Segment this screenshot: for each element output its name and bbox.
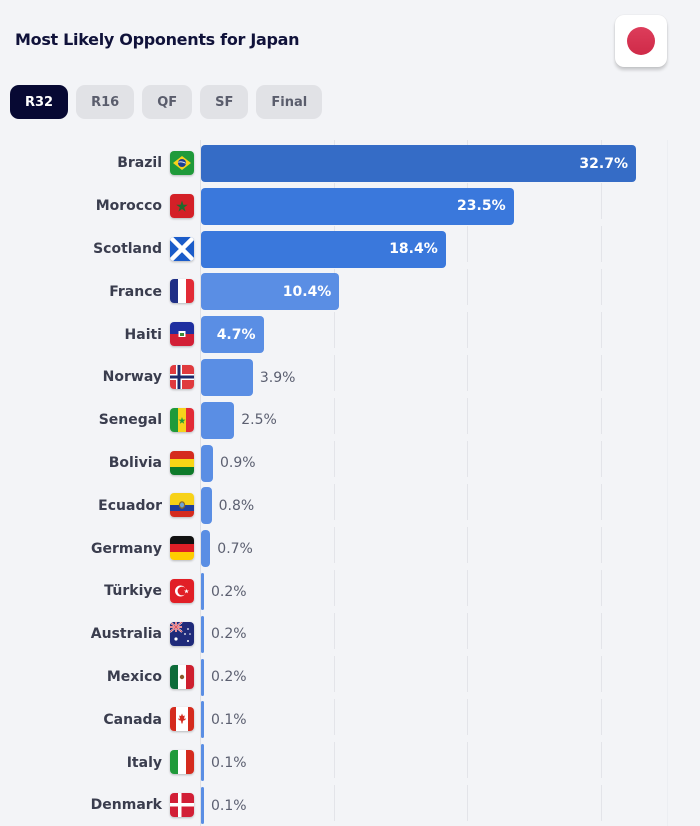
chart-row: Haiti 4.7% <box>0 313 700 356</box>
australia-flag-icon <box>170 621 194 646</box>
bar[interactable] <box>201 787 204 824</box>
category-label: Bolivia <box>108 454 162 471</box>
bar-value-label: 0.1% <box>211 754 247 771</box>
category-label: Scotland <box>93 240 162 257</box>
chart-row: Norway 3.9% <box>0 356 700 399</box>
chart-row: Türkiye 0.2% <box>0 570 700 613</box>
bar-value-label: 0.2% <box>211 626 247 643</box>
chart-row: Brazil 32.7% <box>0 142 700 185</box>
category-label: Mexico <box>106 668 162 685</box>
japan-flag-icon <box>627 27 655 55</box>
bar[interactable] <box>201 401 235 439</box>
chart-row: Australia 0.2% <box>0 613 700 656</box>
gridline-30 <box>601 140 602 826</box>
category-label: Senegal <box>98 412 162 429</box>
tab-r32[interactable]: R32 <box>10 85 69 119</box>
category-label: Ecuador <box>98 497 162 514</box>
bolivia-flag-icon <box>170 450 194 475</box>
denmark-flag-icon <box>170 793 194 817</box>
bar-value-label: 0.8% <box>218 497 255 514</box>
gridline-20 <box>467 140 468 826</box>
y-axis-line <box>200 140 201 826</box>
category-label: Canada <box>103 711 162 728</box>
bar-value-label: 32.7% <box>579 155 628 172</box>
category-label: Germany <box>90 540 162 557</box>
bar[interactable] <box>201 615 204 653</box>
category-label: Haiti <box>124 326 162 343</box>
chart-row: Scotland 18.4% <box>0 228 700 271</box>
haiti-flag-icon <box>170 322 194 347</box>
bar[interactable] <box>201 658 204 696</box>
category-label: France <box>109 283 162 300</box>
mexico-flag-icon <box>170 664 194 689</box>
bar[interactable] <box>201 316 264 354</box>
bar-value-label: 0.2% <box>211 669 247 686</box>
tab-sf[interactable]: SF <box>200 85 249 119</box>
bar-value-label: 3.9% <box>259 369 296 386</box>
bar[interactable] <box>201 744 204 782</box>
chart-row: Canada 0.1% <box>0 698 700 741</box>
bar-value-label: 18.4% <box>389 241 438 258</box>
bar[interactable] <box>201 573 204 610</box>
morocco-flag-icon <box>170 193 194 218</box>
bar-value-label: 0.7% <box>217 540 253 557</box>
bar[interactable] <box>201 145 636 182</box>
chart-row: Germany 0.7% <box>0 527 700 570</box>
category-label: Denmark <box>90 797 162 814</box>
bar-value-label: 0.9% <box>219 455 256 472</box>
chart-row: Italy 0.1% <box>0 741 700 784</box>
bar[interactable] <box>201 530 211 568</box>
bar-value-label: 0.2% <box>211 583 247 600</box>
gridline-10 <box>334 140 335 826</box>
ecuador-flag-icon <box>170 493 194 518</box>
tab-final[interactable]: Final <box>256 85 323 119</box>
bar-value-label: 10.4% <box>282 283 332 300</box>
germany-flag-icon <box>170 536 194 561</box>
bar[interactable] <box>201 187 514 225</box>
bar[interactable] <box>201 487 212 525</box>
bar[interactable] <box>201 359 253 396</box>
scotland-flag-icon <box>170 236 194 261</box>
chart-row: Ecuador 0.8% <box>0 484 700 527</box>
italy-flag-icon <box>170 750 194 775</box>
senegal-flag-icon <box>170 407 194 432</box>
team-flag-badge <box>615 15 667 67</box>
category-label: Brazil <box>117 155 162 172</box>
category-label: Australia <box>90 626 162 643</box>
opponents-bar-chart: Brazil 32.7% Morocco 23.5% Scotland 18.4% Fran… <box>0 140 700 826</box>
bar[interactable] <box>201 444 213 482</box>
chart-row: Morocco 23.5% <box>0 185 700 228</box>
bar[interactable] <box>201 701 204 739</box>
category-label: Türkiye <box>104 583 162 600</box>
brazil-flag-icon <box>170 151 194 175</box>
bar-value-label: 0.1% <box>211 797 247 814</box>
bar-value-label: 23.5% <box>457 198 506 215</box>
round-tabs: R32 R16 QF SF Final <box>10 85 323 119</box>
chart-row: France 10.4% <box>0 270 700 313</box>
bar-value-label: 2.5% <box>241 412 277 429</box>
chart-row: Denmark 0.1% <box>0 784 700 826</box>
france-flag-icon <box>170 279 194 304</box>
tab-r16[interactable]: R16 <box>76 85 135 119</box>
chart-row: Bolivia 0.9% <box>0 442 700 485</box>
turkiye-flag-icon <box>170 579 194 603</box>
category-label: Norway <box>102 369 162 386</box>
bar[interactable] <box>201 230 446 268</box>
bar-value-label: 0.1% <box>211 711 247 728</box>
bar[interactable] <box>201 273 340 311</box>
canada-flag-icon <box>170 707 194 732</box>
plot-area <box>201 140 668 826</box>
chart-row: Senegal 2.5% <box>0 399 700 442</box>
norway-flag-icon <box>170 365 194 389</box>
bar-value-label: 4.7% <box>216 326 256 343</box>
tab-qf[interactable]: QF <box>142 85 193 119</box>
category-label: Morocco <box>95 198 162 215</box>
chart-row: Mexico 0.2% <box>0 656 700 699</box>
page-title: Most Likely Opponents for Japan <box>15 30 300 49</box>
category-label: Italy <box>126 754 162 771</box>
